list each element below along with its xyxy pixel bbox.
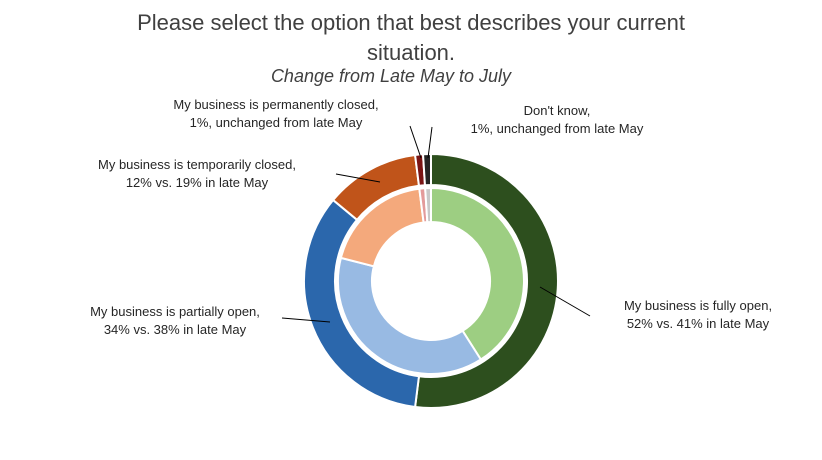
label-temporarily-closed-line-2: 12% vs. 19% in late May xyxy=(125,175,269,190)
outer-slice-don-t-know xyxy=(421,152,432,187)
label-permanently-closed-line-2: 1%, unchanged from late May xyxy=(189,115,363,130)
chart-title-line-1: Please select the option that best descr… xyxy=(137,10,685,35)
inner-slice-don-t-know xyxy=(424,186,432,224)
label-dont-know: Don't know, 1%, unchanged from late May xyxy=(445,102,669,138)
label-permanently-closed-line-1: My business is permanently closed, xyxy=(173,97,379,112)
leader-lines xyxy=(281,125,591,323)
label-partially-open-line-2: 34% vs. 38% in late May xyxy=(103,322,247,337)
chart-title-line-2: situation. xyxy=(366,40,456,65)
label-fully-open-line-1: My business is fully open, xyxy=(623,298,773,313)
leader-line-fully-open xyxy=(539,286,591,317)
chart-title: Please select the option that best descr… xyxy=(0,8,822,68)
label-dont-know-line-2: 1%, unchanged from late May xyxy=(470,121,644,136)
leader-line-temporarily-closed xyxy=(335,173,381,183)
leader-line-permanently-closed xyxy=(409,125,422,159)
outer-ring xyxy=(303,152,559,409)
label-fully-open-line-2: 52% vs. 41% in late May xyxy=(626,316,770,331)
label-permanently-closed: My business is permanently closed, 1%, u… xyxy=(150,96,402,132)
leader-line-dont-know xyxy=(427,126,433,159)
label-temporarily-closed: My business is temporarily closed, 12% v… xyxy=(72,156,322,192)
label-temporarily-closed-line-1: My business is temporarily closed, xyxy=(98,157,296,172)
label-dont-know-line-1: Don't know, xyxy=(523,103,591,118)
chart-subtitle: Change from Late May to July xyxy=(270,66,512,86)
label-partially-open-line-1: My business is partially open, xyxy=(90,304,260,319)
inner-slice-my-business-is-fully-open xyxy=(430,186,525,361)
inner-slice-my-business-is-partially-open xyxy=(337,256,483,375)
inner-ring xyxy=(337,186,525,375)
label-partially-open: My business is partially open, 34% vs. 3… xyxy=(70,303,280,339)
outer-slice-my-business-is-fully-open xyxy=(413,152,559,409)
label-fully-open: My business is fully open, 52% vs. 41% i… xyxy=(600,297,796,333)
leader-line-partially-open xyxy=(281,317,331,323)
